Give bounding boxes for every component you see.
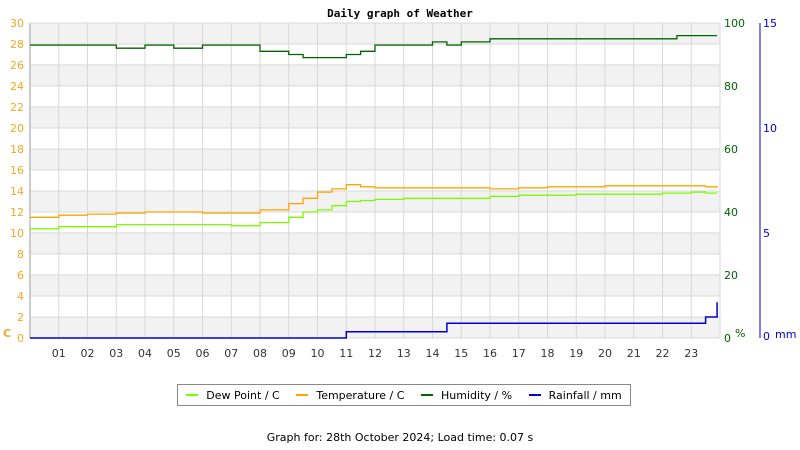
hour-tick: 06	[196, 347, 210, 360]
chart-title: Daily graph of Weather	[327, 7, 473, 20]
temperature-tick: 20	[10, 122, 24, 135]
series-line	[30, 184, 718, 218]
legend-item-temperature: Temperature / C	[296, 389, 404, 402]
legend-label: Humidity / %	[441, 388, 513, 402]
series-line	[30, 191, 718, 230]
hour-tick: 05	[167, 347, 181, 360]
hour-tick: 11	[339, 347, 353, 360]
humidity-tick: 60	[724, 143, 738, 156]
humidity-swatch-icon	[421, 394, 434, 396]
temperature-tick: 24	[10, 80, 24, 93]
temperature-tick: 18	[10, 143, 24, 156]
graph-footer: Graph for: 28th October 2024; Load time:…	[266, 431, 534, 444]
temperature-tick: 10	[10, 227, 24, 240]
hour-tick: 18	[541, 347, 555, 360]
rainfall-tick: 15	[763, 17, 777, 30]
hour-axis-ticks: 01 02 03 04 05 06 07 08 09 10 11 12 13 14 15 16 17 18 19 20…	[52, 347, 699, 360]
legend-label: Rainfall / mm	[548, 388, 622, 402]
rainfall-tick: 5	[763, 227, 770, 240]
humidity-tick: 100	[724, 17, 745, 30]
legend-item-humidity: Humidity / %	[421, 389, 512, 402]
temperature-tick: 26	[10, 59, 24, 72]
hour-tick: 04	[138, 347, 152, 360]
hour-tick: 07	[224, 347, 238, 360]
temperature-tick: 30	[10, 17, 24, 30]
rainfall-axis-unit: mm	[775, 328, 796, 341]
humidity-tick: 80	[724, 80, 738, 93]
hour-tick: 17	[512, 347, 526, 360]
humidity-axis-unit: %	[735, 327, 745, 340]
legend: Dew Point / C Temperature / C Humidity /…	[177, 384, 631, 406]
data-series	[30, 34, 718, 339]
humidity-tick: 0	[724, 332, 731, 345]
temperature-tick: 4	[17, 290, 24, 303]
weather-chart: Daily graph of Weather 02468101214161820…	[3, 7, 796, 360]
legend-item-dew-point: Dew Point / C	[186, 388, 280, 402]
series-line	[30, 34, 718, 59]
series-line	[30, 302, 718, 339]
hour-tick: 20	[598, 347, 612, 360]
temperature-tick: 8	[17, 248, 24, 261]
temperature-tick: 22	[10, 101, 24, 114]
hour-tick: 12	[368, 347, 382, 360]
dew-point-swatch-icon	[186, 394, 199, 396]
humidity-axis-ticks: 0 20 40 60 80 100	[724, 17, 745, 345]
hour-tick: 15	[454, 347, 468, 360]
temperature-tick: 16	[10, 164, 24, 177]
humidity-tick: 40	[724, 206, 738, 219]
hour-tick: 10	[311, 347, 325, 360]
hour-tick: 13	[397, 347, 411, 360]
vertical-gridlines	[29, 23, 721, 338]
rainfall-tick: 10	[763, 122, 777, 135]
temperature-tick: 6	[17, 269, 24, 282]
hour-tick: 22	[656, 347, 670, 360]
temperature-tick: 12	[10, 206, 24, 219]
hour-tick: 19	[569, 347, 583, 360]
hour-tick: 08	[253, 347, 267, 360]
humidity-tick: 20	[724, 269, 738, 282]
temperature-tick: 14	[10, 185, 24, 198]
hour-tick: 03	[109, 347, 123, 360]
hour-tick: 14	[426, 347, 440, 360]
legend-item-rainfall: Rainfall / mm	[528, 388, 622, 402]
rainfall-tick: 0	[763, 330, 770, 343]
hour-tick: 01	[52, 347, 66, 360]
temperature-swatch-icon	[296, 394, 309, 396]
temperature-axis-unit: C	[3, 327, 11, 340]
temperature-tick: 0	[17, 332, 24, 345]
temperature-tick: 28	[10, 38, 24, 51]
temperature-tick: 2	[17, 311, 24, 324]
hour-tick: 23	[684, 347, 698, 360]
hour-tick: 21	[627, 347, 641, 360]
rainfall-axis-ticks: 0 5 10 15	[763, 17, 777, 343]
hour-tick: 16	[483, 347, 497, 360]
rainfall-swatch-icon	[528, 394, 541, 396]
legend-label: Temperature / C	[316, 388, 405, 402]
hour-tick: 02	[81, 347, 95, 360]
legend-label: Dew Point / C	[206, 388, 280, 402]
hour-tick: 09	[282, 347, 296, 360]
